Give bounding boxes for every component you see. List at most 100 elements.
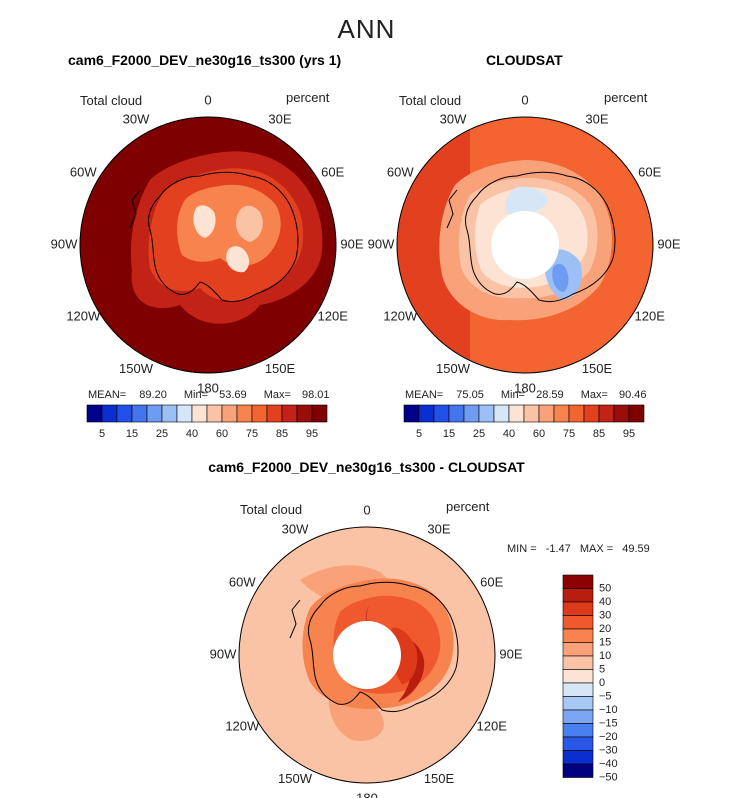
panel3-colorbar-tick: −5 [599, 690, 612, 702]
panel1-peninsula-coast [129, 189, 141, 229]
panel3-title: cam6_F2000_DEV_ne30g16_ts300 - CLOUDSAT [208, 459, 525, 475]
panel2-colorbar-tick: 25 [473, 428, 485, 440]
panel3-border [238, 526, 496, 784]
panel1-lon-label: 180 [197, 380, 219, 395]
panel1-colorbar-swatch [266, 404, 283, 423]
panel3-peninsula-coast [289, 599, 301, 639]
panel1-colorbar-swatch [206, 404, 223, 423]
panel3-max-value: 49.59 [622, 543, 650, 555]
panel1-interior-high [177, 184, 281, 266]
panel1-border [79, 116, 337, 374]
panel1-mean-value: 89.20 [139, 389, 167, 401]
panel1-colorbar-swatch [236, 404, 253, 423]
panel2-colorbar-swatch [463, 404, 480, 423]
panel2-variable-label: Total cloud [399, 93, 462, 108]
panel2-colorbar-swatch [568, 404, 585, 423]
panel2-blue-patch-1 [505, 186, 548, 217]
panel3-lon-label: 150E [424, 771, 455, 786]
panel2-lon-label: 60W [387, 164, 414, 179]
panel2-colorbar-swatch [553, 404, 570, 423]
panel3-lon-label: 90E [499, 646, 522, 661]
panel2-lon-label: 90E [657, 236, 680, 251]
panel2-missing-hole [491, 211, 559, 279]
panel1-colorbar-tick: 5 [99, 428, 105, 440]
panel3-colorbar-swatch [562, 723, 594, 738]
panel2-coastline [464, 171, 616, 303]
panel3-colorbar-tick: 50 [599, 582, 611, 594]
panel2-lon-label: 120W [383, 308, 418, 323]
panel3-colorbar-tick: −40 [599, 758, 618, 770]
panel3-colorbar-swatch [562, 736, 594, 751]
panel1-lon-label: 150E [265, 361, 296, 376]
panel1-colorbar-swatch [131, 404, 148, 423]
panel2-colorbar-swatch [523, 404, 540, 423]
panel3-coastline [307, 581, 459, 713]
panel3-lon-label: 30E [427, 522, 450, 537]
panel2-lon-label: 150E [582, 361, 613, 376]
panel2-lon-label: 60E [638, 164, 661, 179]
panel1-lon-label: 120W [66, 308, 101, 323]
panel1-colorbar-tick: 15 [126, 428, 138, 440]
panel2-colorbar-swatch [538, 404, 555, 423]
panel3-colorbar-swatch [562, 628, 594, 643]
panel1-map [79, 116, 337, 374]
panel3-colorbar-swatch [562, 696, 594, 711]
panel1-colorbar-tick: 95 [306, 428, 318, 440]
panel1-units-label: percent [286, 90, 330, 105]
panel2-colorbar-swatch [598, 404, 615, 423]
panel2-pacific-band [397, 130, 470, 360]
panel3-colorbar-tick: −50 [599, 771, 618, 783]
panel2-lon-label: 30E [585, 112, 608, 127]
panel1-interior-low-2 [235, 205, 263, 242]
panel3-colorbar-tick: 20 [599, 623, 611, 635]
main-title: ANN [337, 14, 396, 44]
panel1-colorbar-tick: 75 [246, 428, 258, 440]
panel2-title: CLOUDSAT [486, 52, 563, 68]
panel3-colorbar-swatch [562, 750, 594, 765]
panel1-max-value: 98.01 [301, 389, 330, 401]
panel1-colorbar-swatch [176, 404, 193, 423]
panel1-colorbar-swatch [191, 404, 208, 423]
panel1-mean-label: MEAN= [88, 389, 127, 401]
panel2-min-value: 28.59 [536, 389, 564, 401]
panel1-lon-label: 0 [204, 92, 211, 107]
panel3-colorbar-swatch [562, 588, 594, 603]
panel3-colorbar-tick: 40 [599, 596, 611, 608]
panel3-colorbar-swatch [562, 642, 594, 657]
panel3-colorbar-swatch [562, 682, 594, 697]
panel1-min-value: 53.69 [219, 389, 247, 401]
panel1-lon-label: 90W [51, 236, 78, 251]
panel2-units-label: percent [604, 90, 648, 105]
panel2-mean-value: 75.05 [456, 389, 484, 401]
panel2-peninsula-coast [446, 189, 458, 229]
panel3-colorbar-swatch [562, 615, 594, 630]
panel1-variable-label: Total cloud [80, 93, 143, 108]
panel3-colorbar-swatch [562, 669, 594, 684]
panel2-colorbar-tick: 95 [623, 428, 635, 440]
panel2-colorbar-tick: 75 [563, 428, 575, 440]
panel2-map [396, 116, 654, 374]
panel3-min-value: -1.47 [545, 543, 571, 555]
panel2-colorbar-tick: 15 [443, 428, 455, 440]
panel2-colorbar-tick: 85 [593, 428, 605, 440]
panel3-lon-label: 0 [363, 502, 370, 517]
panel2-colorbar-tick: 5 [416, 428, 422, 440]
panel1-colorbar-tick: 60 [216, 428, 228, 440]
panel3-lon-label: 120W [225, 718, 260, 733]
panel2-colorbar-swatch [478, 404, 495, 423]
panel3-variable-label: Total cloud [240, 502, 303, 517]
panel3-lon-label: 150W [278, 771, 313, 786]
panel1-colorbar-tick: 85 [276, 428, 288, 440]
panel1-colorbar-swatch [251, 404, 268, 423]
panel1-title: cam6_F2000_DEV_ne30g16_ts300 (yrs 1) [68, 52, 342, 68]
panel2-stats: MEAN= 75.05 Min= 28.59 Max= 90.46 [405, 389, 647, 401]
panel1-lon-label: 90E [340, 236, 363, 251]
panel3-colorbar-swatch [562, 763, 594, 778]
panel3-colorbar-swatch [562, 601, 594, 616]
panel3-colorbar-tick: −15 [599, 717, 618, 729]
panel2-colorbar-swatch [418, 404, 435, 423]
panel2-colorbar-swatch [583, 404, 600, 423]
panel2-lon-label: 150W [436, 361, 471, 376]
panel1-colorbar-swatch [116, 404, 133, 423]
